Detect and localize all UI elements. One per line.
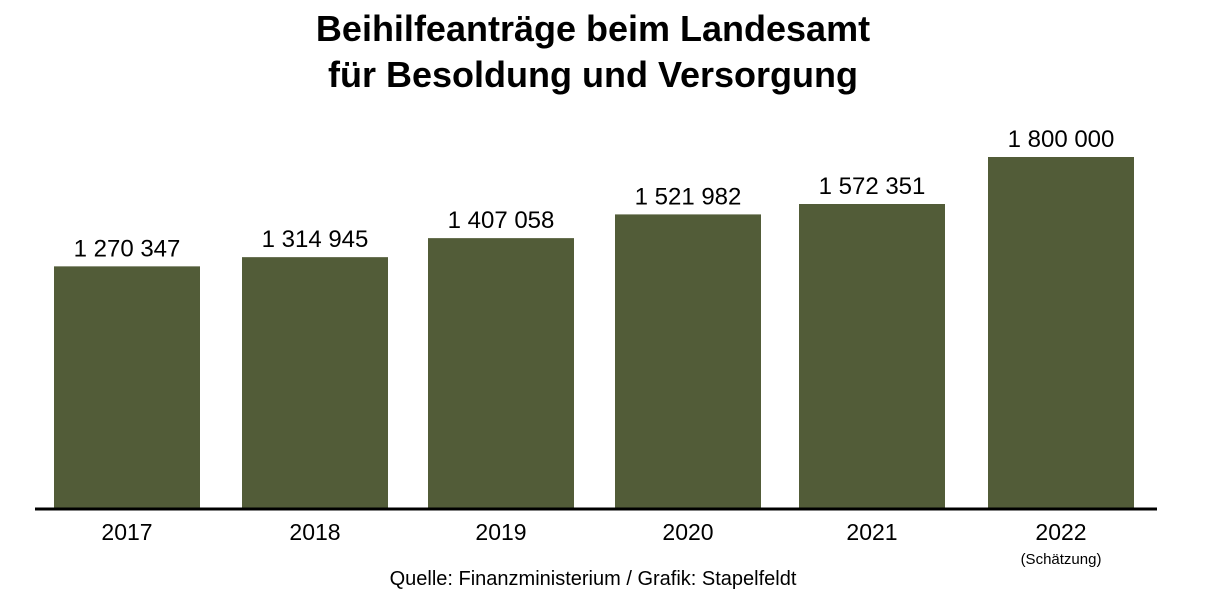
- value-label-2017: 1 270 347: [74, 235, 181, 262]
- title-line-2: für Besoldung und Versorgung: [328, 54, 858, 95]
- bar-2021: [799, 204, 945, 509]
- x-tick-label-2021: 2021: [846, 519, 897, 545]
- value-label-2019: 1 407 058: [448, 207, 555, 234]
- bar-2019: [428, 238, 574, 508]
- title-line-1: Beihilfeanträge beim Landesamt: [315, 8, 871, 49]
- bar-2020: [615, 214, 761, 509]
- value-label-2020: 1 521 982: [635, 183, 742, 210]
- x-tick-label-2020: 2020: [662, 519, 713, 545]
- x-tick-label-2017: 2017: [101, 519, 152, 545]
- source-note: Quelle: Finanzministerium / Grafik: Stap…: [389, 568, 797, 590]
- chart-title: Beihilfeanträge beim Landesamt für Besol…: [0, 6, 1186, 98]
- x-tick-label-2019: 2019: [475, 519, 526, 545]
- bar-2022: [988, 157, 1134, 508]
- bar-2018: [242, 257, 388, 508]
- bar-2017: [54, 266, 200, 508]
- x-tick-label-2018: 2018: [289, 519, 340, 545]
- x-tick-note-2022: (Schätzung): [1021, 551, 1102, 568]
- x-tick-label-2022: 2022: [1035, 519, 1086, 545]
- value-label-2022: 1 800 000: [1008, 126, 1115, 153]
- value-label-2018: 1 314 945: [262, 226, 369, 253]
- value-label-2021: 1 572 351: [819, 173, 926, 200]
